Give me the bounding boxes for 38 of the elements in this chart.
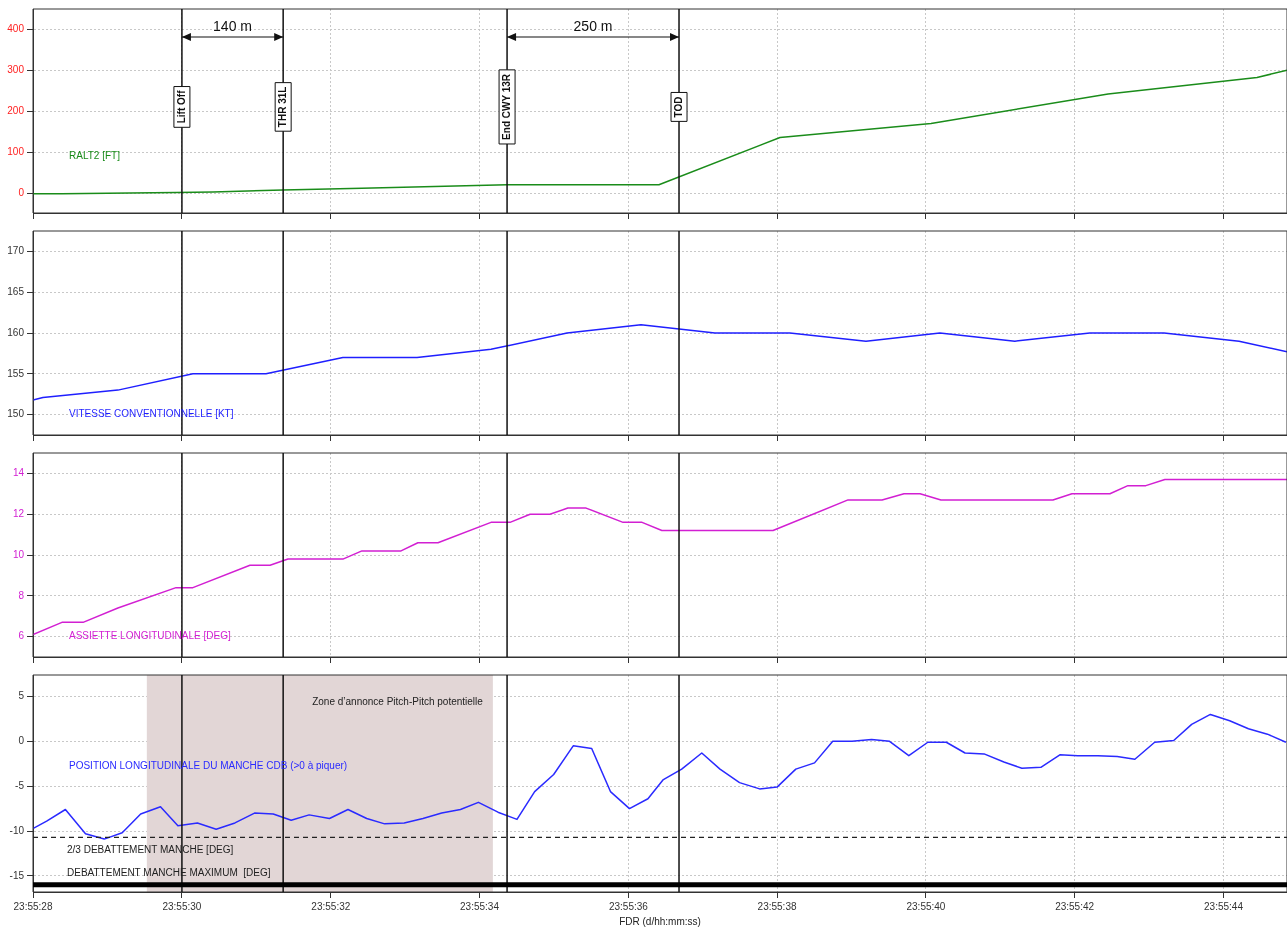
y-tick-label: 6 bbox=[18, 630, 25, 642]
y-tick-label: 8 bbox=[18, 589, 25, 601]
text: RALT2 [FT] bbox=[69, 149, 121, 161]
y-tick-label: 155 bbox=[7, 367, 25, 379]
y-tick-label: 400 bbox=[7, 23, 25, 35]
y-tick-label: -5 bbox=[15, 779, 25, 791]
annotation: 250 m bbox=[573, 17, 613, 34]
y-tick-label: 170 bbox=[7, 245, 25, 257]
y-tick-label: -10 bbox=[9, 824, 25, 836]
x-tick-label: 23:55:42 bbox=[1055, 900, 1095, 912]
y-tick-label: 5 bbox=[18, 690, 25, 702]
y-tick-label: 0 bbox=[18, 187, 25, 199]
y-tick-label: 12 bbox=[12, 507, 25, 519]
y-tick-label: 0 bbox=[18, 735, 25, 747]
y-tick-label: 300 bbox=[7, 64, 25, 76]
ref-line-label: Lift Off bbox=[175, 89, 187, 124]
y-tick-label: 14 bbox=[12, 467, 25, 479]
y-tick-label: -15 bbox=[9, 869, 25, 881]
x-tick-label: 23:55:32 bbox=[311, 900, 351, 912]
ref-line-label: TOD bbox=[672, 96, 684, 118]
y-tick-label: 150 bbox=[7, 408, 25, 420]
y-tick-label: 160 bbox=[7, 326, 25, 338]
x-tick-label: 23:55:40 bbox=[906, 900, 946, 912]
band-label: Zone d’annonce Pitch-Pitch potentielle bbox=[312, 695, 484, 707]
x-tick-label: 23:55:34 bbox=[460, 900, 500, 912]
x-axis-title: FDR (d/hh:mm:ss) bbox=[619, 915, 701, 927]
x-tick-label: 23:55:38 bbox=[757, 900, 797, 912]
y-tick-label: 200 bbox=[7, 105, 25, 117]
x-tick-label: 23:55:44 bbox=[1204, 900, 1244, 912]
y-tick-label: 100 bbox=[7, 146, 25, 158]
x-tick-label: 23:55:30 bbox=[162, 900, 202, 912]
y-tick-label: 165 bbox=[7, 285, 25, 297]
ref-line-label: End CWY 13R bbox=[500, 73, 512, 140]
x-tick-label: 23:55:36 bbox=[608, 900, 649, 912]
x-tick-label: 23:55:28 bbox=[13, 900, 53, 912]
annotation: 140 m bbox=[213, 17, 252, 34]
y-tick-label: 10 bbox=[12, 548, 25, 560]
ref-line-label: THR 31L bbox=[276, 86, 288, 128]
